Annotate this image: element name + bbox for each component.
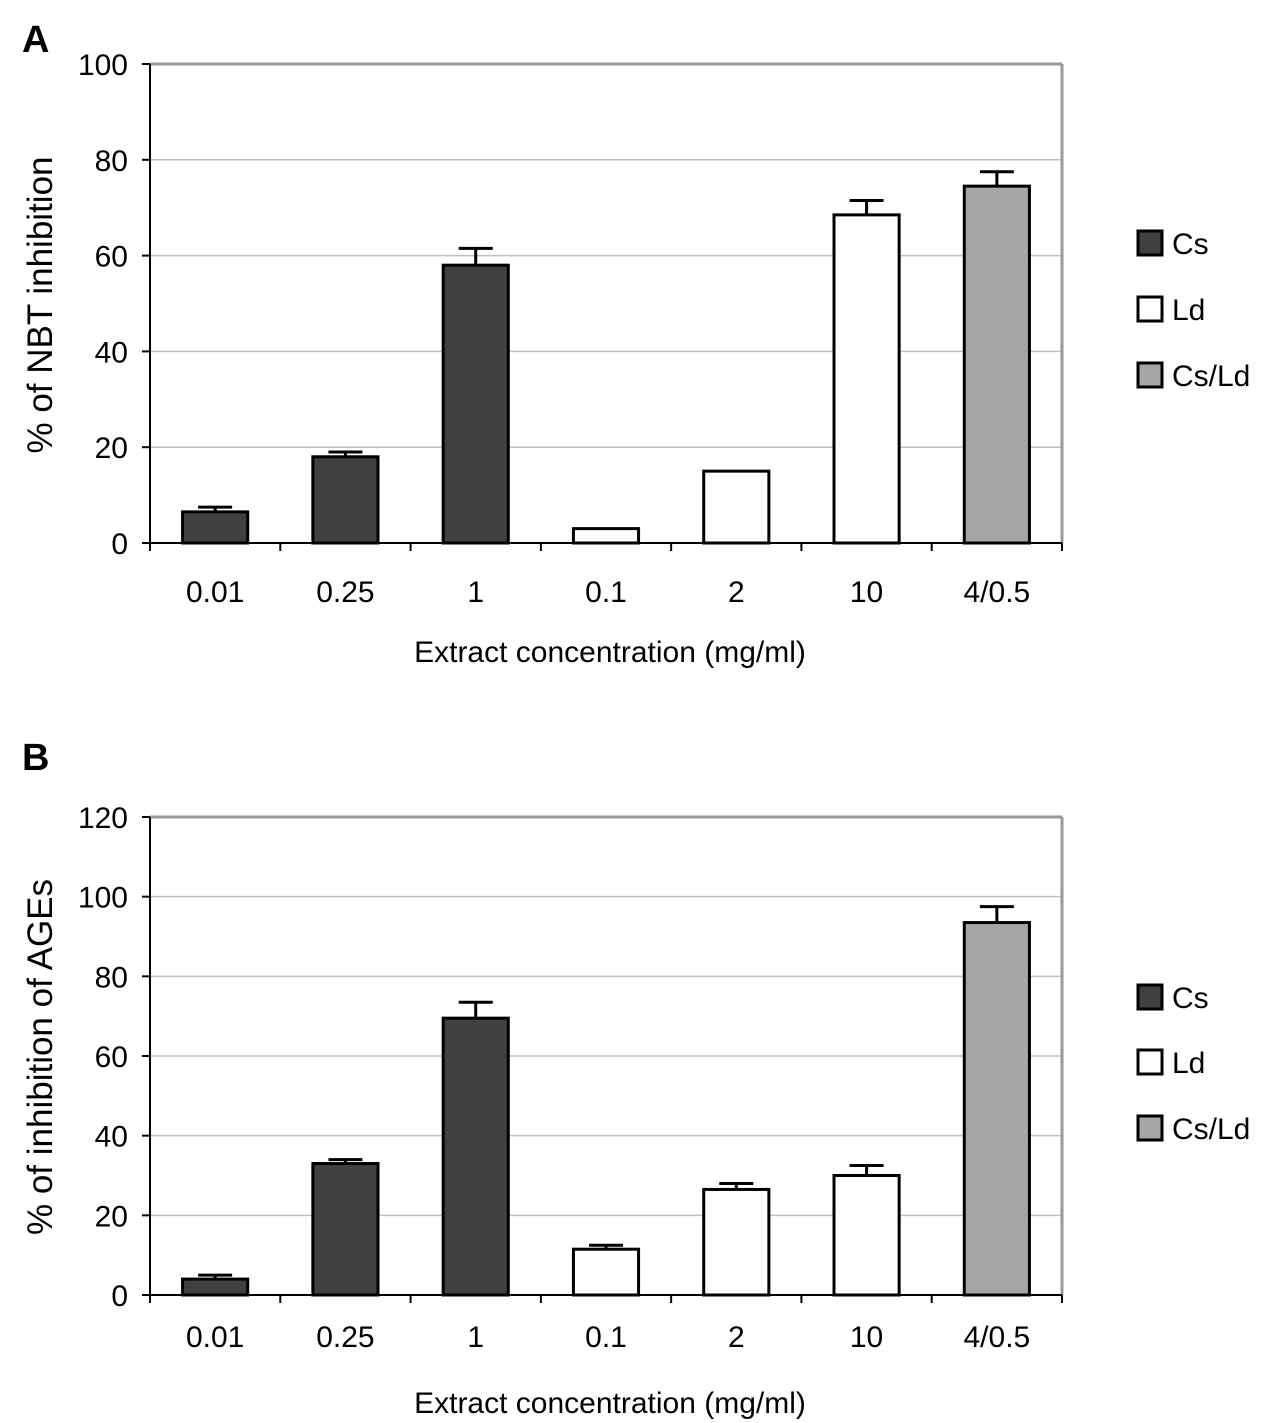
bar-cs <box>181 510 250 545</box>
bar-cs <box>311 455 380 545</box>
bar-ld <box>702 1187 771 1297</box>
x-axis-title: Extract concentration (mg/ml) <box>414 636 806 669</box>
y-tick-label: 80 <box>95 961 128 994</box>
bar-cs <box>441 263 510 545</box>
legend-item-ld: Ld <box>1136 1047 1205 1080</box>
legend-swatch-cs <box>1136 983 1164 1011</box>
x-tick-label: 2 <box>728 576 745 609</box>
x-tick-label: 4/0.5 <box>963 1321 1030 1354</box>
legend-label-cs: Cs <box>1172 982 1209 1015</box>
bar-ld <box>702 469 771 545</box>
y-tick-label: 60 <box>95 1041 128 1074</box>
legend-item-cs: Cs <box>1136 982 1209 1015</box>
x-axis-title: Extract concentration (mg/ml) <box>414 1387 806 1420</box>
panel-b: B % of inhibition of AGEs Extract concen… <box>21 737 1250 1420</box>
bar-cs-ld <box>962 184 1031 545</box>
legend-swatch-cs-ld <box>1136 1114 1164 1142</box>
legend-item-cs-ld: Cs/Ld <box>1136 360 1250 393</box>
x-tick-label: 0.25 <box>316 576 374 609</box>
bar-ld <box>571 1247 641 1297</box>
x-tick-label: 0.01 <box>186 576 244 609</box>
x-tick-label: 4/0.5 <box>963 576 1030 609</box>
legend-swatch-ld <box>1136 295 1164 323</box>
y-tick-label: 100 <box>78 49 128 82</box>
legend-label-cs-ld: Cs/Ld <box>1172 1113 1250 1146</box>
legend: Cs Ld Cs/Ld <box>1136 228 1250 393</box>
y-tick-label: 40 <box>95 336 128 369</box>
x-tick-label: 0.1 <box>585 576 627 609</box>
plot-area: 0 20 40 60 80 100 120 0.01 0.25 1 0.1 2 10 4/0.5 <box>78 802 1064 1354</box>
panel-a: A % of NBT inhibition Extract concentrat… <box>21 19 1250 669</box>
y-tick-label: 0 <box>111 528 128 561</box>
legend-swatch-cs-ld <box>1136 361 1164 389</box>
bar-ld <box>832 1174 901 1297</box>
y-tick-label: 60 <box>95 241 128 274</box>
x-tick-label: 0.25 <box>316 1321 374 1354</box>
x-tick-label: 10 <box>850 576 883 609</box>
y-axis-title: % of inhibition of AGEs <box>21 879 60 1235</box>
bar-cs <box>441 1016 510 1297</box>
bar-ld <box>571 527 641 545</box>
x-tick-label: 10 <box>850 1321 883 1354</box>
legend-swatch-ld <box>1136 1048 1164 1076</box>
panel-label: A <box>22 19 49 61</box>
legend-label-cs: Cs <box>1172 228 1209 261</box>
y-tick-label: 20 <box>95 432 128 465</box>
y-tick-label: 40 <box>95 1121 128 1154</box>
bar-cs <box>311 1162 380 1297</box>
x-tick-label: 1 <box>467 576 484 609</box>
y-tick-label: 100 <box>78 882 128 915</box>
panel-label: B <box>22 737 49 779</box>
legend-item-ld: Ld <box>1136 294 1205 327</box>
x-tick-label: 0.1 <box>585 1321 627 1354</box>
legend-swatch-cs <box>1136 229 1164 257</box>
y-tick-label: 0 <box>111 1280 128 1313</box>
y-axis-title: % of NBT inhibition <box>21 156 60 453</box>
bar-cs-ld <box>962 921 1031 1297</box>
legend: Cs Ld Cs/Ld <box>1136 982 1250 1146</box>
y-tick-label: 80 <box>95 145 128 178</box>
legend-label-ld: Ld <box>1172 294 1205 327</box>
x-tick-label: 1 <box>467 1321 484 1354</box>
bar-cs <box>181 1277 250 1297</box>
legend-label-ld: Ld <box>1172 1047 1205 1080</box>
plot-area: 0 20 40 60 80 100 0.01 0.25 1 0.1 2 10 4/0.5 <box>78 49 1064 609</box>
bar-ld <box>832 213 901 545</box>
x-tick-label: 0.01 <box>186 1321 244 1354</box>
legend-item-cs: Cs <box>1136 228 1209 261</box>
x-tick-label: 2 <box>728 1321 745 1354</box>
y-tick-label: 20 <box>95 1200 128 1233</box>
legend-label-cs-ld: Cs/Ld <box>1172 360 1250 393</box>
y-tick-label: 120 <box>78 802 128 835</box>
legend-item-cs-ld: Cs/Ld <box>1136 1113 1250 1146</box>
